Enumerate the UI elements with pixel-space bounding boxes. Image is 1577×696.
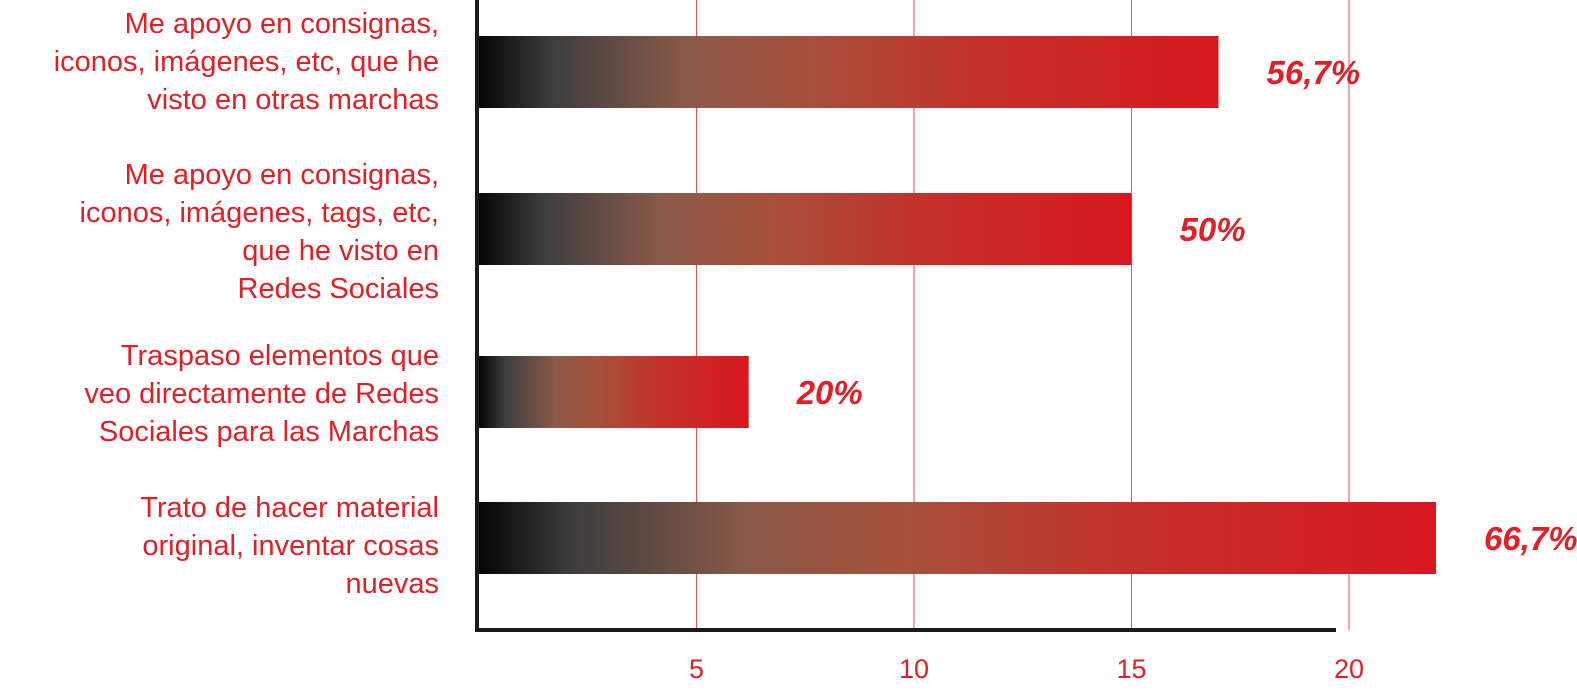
category-label-line: original, inventar cosas <box>142 530 439 562</box>
data-labels: 56,7% 50% 20% 66,7% <box>796 54 1577 557</box>
category-label-line: Trato de hacer material <box>140 492 439 524</box>
category-label-line: nuevas <box>345 568 439 600</box>
category-label-line: Sociales para las Marchas <box>99 416 439 448</box>
data-label-3: 20% <box>796 374 863 411</box>
x-tick-label-5: 5 <box>689 654 704 684</box>
data-label-1: 56,7% <box>1267 54 1361 91</box>
category-label-3: Traspaso elementos que veo directamente d… <box>84 340 439 448</box>
category-label-line: iconos, imágenes, etc, que he <box>54 46 439 78</box>
bar-2 <box>479 193 1132 265</box>
category-label-line: que he visto en <box>242 235 439 267</box>
category-label-line: Me apoyo en consignas, <box>125 159 439 191</box>
data-label-4: 66,7% <box>1484 520 1577 557</box>
data-label-2: 50% <box>1180 211 1246 248</box>
category-label-4: Trato de hacer material original, inventa… <box>140 492 439 600</box>
category-label-2: Me apoyo en consignas, iconos, imágenes, … <box>80 159 439 305</box>
x-tick-labels: 5 10 15 20 <box>689 654 1364 684</box>
x-tick-label-15: 15 <box>1116 654 1146 684</box>
category-label-line: Traspaso elementos que <box>121 340 439 372</box>
bars <box>479 36 1436 574</box>
axes <box>475 0 1336 632</box>
x-tick-label-20: 20 <box>1334 654 1364 684</box>
category-label-line: visto en otras marchas <box>147 84 439 116</box>
bar-3 <box>479 356 749 428</box>
category-label-line: Me apoyo en consignas, <box>125 8 439 40</box>
category-label-line: iconos, imágenes, tags, etc, <box>80 197 439 229</box>
category-label-line: veo directamente de Redes <box>84 378 439 410</box>
category-label-line: Redes Sociales <box>238 273 440 305</box>
category-labels: Me apoyo en consignas, iconos, imágenes, … <box>54 8 439 600</box>
x-tick-label-10: 10 <box>899 654 929 684</box>
bar-4 <box>479 502 1436 574</box>
category-label-1: Me apoyo en consignas, iconos, imágenes, … <box>54 8 439 116</box>
bar-1 <box>479 36 1219 108</box>
